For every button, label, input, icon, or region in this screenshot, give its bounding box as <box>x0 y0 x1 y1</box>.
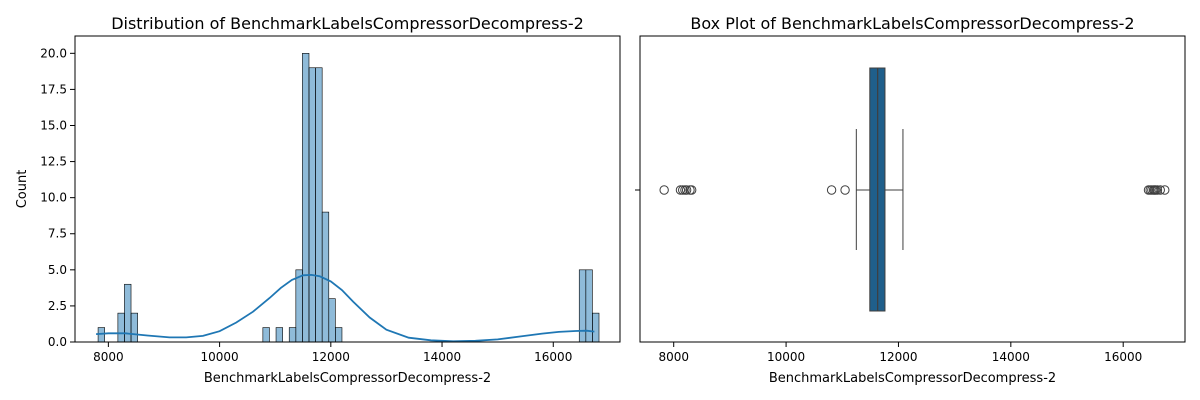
histogram-bar <box>295 269 303 343</box>
boxplot-outlier <box>681 185 692 195</box>
histogram-axes-frame <box>74 35 621 343</box>
histogram-bar <box>117 312 125 343</box>
histogram-y-tick-label: 15.0 <box>40 118 67 132</box>
boxplot-axes-frame <box>639 35 1186 343</box>
boxplot-outlier <box>678 185 688 195</box>
histogram-y-tick-label: 17.5 <box>40 82 67 96</box>
histogram-x-tick-label: 10000 <box>200 350 238 364</box>
histogram-y-axis-label: Count <box>15 170 30 209</box>
boxplot-outlier <box>659 185 669 195</box>
boxplot-x-ticks: 8000 10000 12000 14000 16000 <box>658 342 1142 364</box>
histogram-title: Distribution of BenchmarkLabelsCompresso… <box>111 14 584 33</box>
histogram-x-tick-label: 14000 <box>423 350 461 364</box>
histogram-bar <box>262 327 270 343</box>
boxplot-outlier <box>686 185 697 195</box>
boxplot-x-tick-label: 16000 <box>1104 350 1142 364</box>
histogram-bar <box>328 298 336 343</box>
histogram-bar <box>288 327 297 343</box>
histogram-y-tick-label: 2.5 <box>48 299 67 313</box>
histogram-bar <box>302 53 310 343</box>
boxplot-x-tick-label: 14000 <box>992 350 1030 364</box>
histogram-y-tick-label: 20.0 <box>40 46 67 60</box>
histogram-y-tick-label: 5.0 <box>48 263 67 277</box>
boxplot-elements <box>659 67 1170 312</box>
kde-curve <box>96 273 595 343</box>
boxplot-outlier <box>840 185 850 195</box>
histogram-bar <box>315 67 323 343</box>
histogram-y-tick-label: 7.5 <box>48 227 67 241</box>
histogram-bar <box>308 67 316 343</box>
histogram-x-tick-label: 16000 <box>534 350 572 364</box>
boxplot-panel: Box Plot of BenchmarkLabelsCompressorDec… <box>635 14 1186 386</box>
boxplot-x-tick-label: 12000 <box>879 350 917 364</box>
histogram-y-tick-label: 10.0 <box>40 191 67 205</box>
histogram-x-ticks: 8000 10000 12000 14000 16000 <box>93 342 572 364</box>
boxplot-x-tick-label: 8000 <box>658 350 689 364</box>
histogram-x-tick-label: 12000 <box>312 350 350 364</box>
boxplot-title: Box Plot of BenchmarkLabelsCompressorDec… <box>690 14 1134 33</box>
histogram-panel: Distribution of BenchmarkLabelsCompresso… <box>15 14 621 386</box>
histogram-y-tick-label: 12.5 <box>40 155 67 169</box>
histogram-y-ticks: 0.0 2.5 5.0 7.5 10.0 12.5 15.0 17.5 20.0 <box>40 46 75 349</box>
histogram-bars <box>97 53 600 343</box>
histogram-x-tick-label: 8000 <box>93 350 124 364</box>
histogram-y-tick-label: 0.0 <box>48 335 67 349</box>
boxplot-outlier <box>1160 185 1170 195</box>
histogram-bar <box>130 312 138 343</box>
histogram-bar <box>275 327 283 343</box>
boxplot-outlier <box>826 185 837 195</box>
histogram-bar <box>592 312 600 343</box>
boxplot-x-axis-label: BenchmarkLabelsCompressorDecompress-2 <box>769 371 1056 386</box>
histogram-bar <box>335 327 343 343</box>
boxplot-x-tick-label: 10000 <box>767 350 805 364</box>
boxplot-outlier <box>1155 185 1165 195</box>
boxplot-outlier <box>675 185 686 195</box>
histogram-x-axis-label: BenchmarkLabelsCompressorDecompress-2 <box>204 371 491 386</box>
boxplot-outlier <box>1152 185 1163 195</box>
